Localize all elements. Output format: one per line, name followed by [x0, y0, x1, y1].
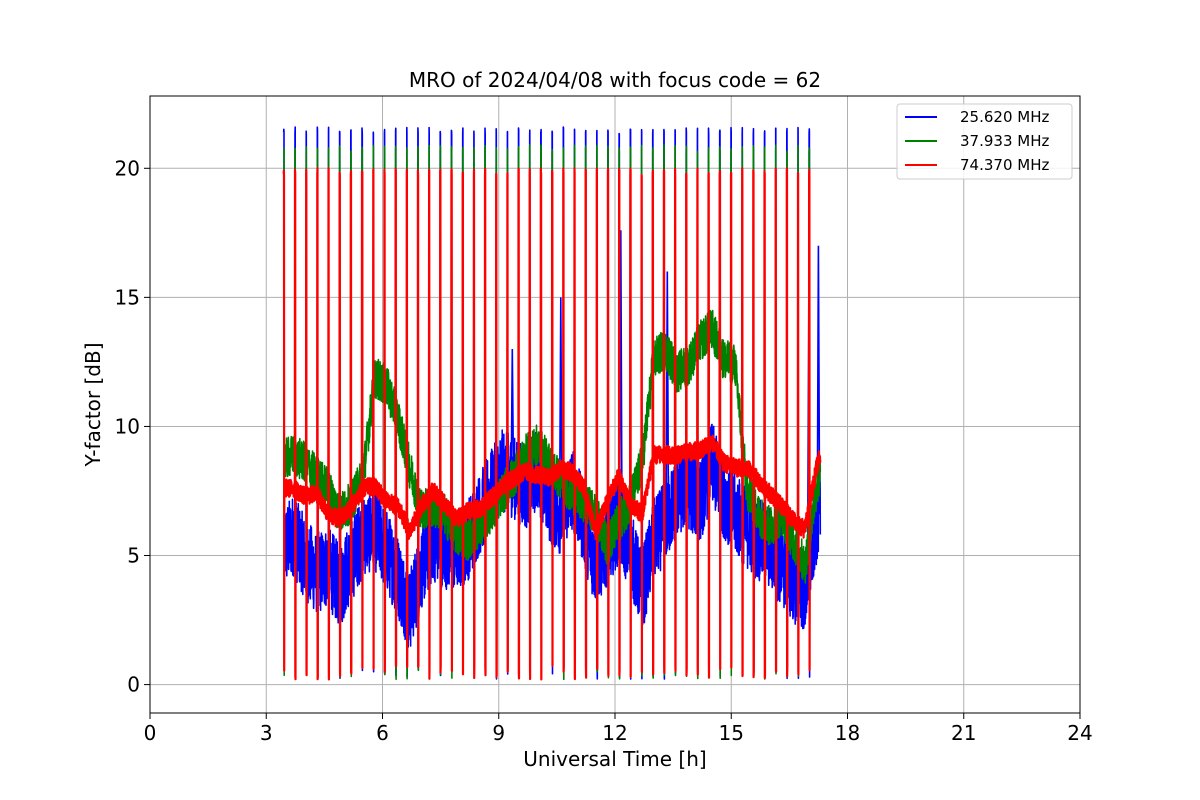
legend-box	[896, 103, 1073, 180]
x-tick-label: 21	[951, 721, 976, 745]
legend-label: 74.370 MHz	[960, 156, 1049, 174]
x-axis-label: Universal Time [h]	[523, 747, 706, 771]
series-spike	[816, 245, 821, 515]
x-tick-label: 18	[835, 721, 860, 745]
legend-label: 25.620 MHz	[960, 108, 1049, 126]
x-tick-label: 9	[492, 721, 505, 745]
series-spike	[665, 271, 670, 518]
y-tick-label: 10	[115, 414, 140, 438]
x-tick-label: 15	[719, 721, 744, 745]
series-spike	[510, 348, 515, 477]
x-tick-label: 3	[260, 721, 273, 745]
plot-lines	[282, 126, 822, 681]
x-tick-label: 12	[602, 721, 627, 745]
y-tick-label: 15	[115, 285, 140, 309]
x-tick-label: 6	[376, 721, 389, 745]
legend: 25.620 MHz 37.933 MHz 74.370 MHz	[896, 103, 1073, 180]
ticks: 0 3 6 9 12 15 18 21 24 0 5 10 15 20	[115, 156, 1093, 745]
series-spike	[558, 297, 563, 515]
y-axis-label: Y-factor [dB]	[81, 342, 105, 467]
y-tick-label: 5	[127, 544, 140, 568]
y-tick-label: 0	[127, 673, 140, 697]
x-tick-label: 0	[144, 721, 157, 745]
y-tick-label: 20	[115, 156, 140, 180]
series-line	[282, 167, 822, 681]
chart-title: MRO of 2024/04/08 with focus code = 62	[409, 68, 821, 92]
legend-label: 37.933 MHz	[960, 132, 1049, 150]
x-tick-label: 24	[1067, 721, 1092, 745]
